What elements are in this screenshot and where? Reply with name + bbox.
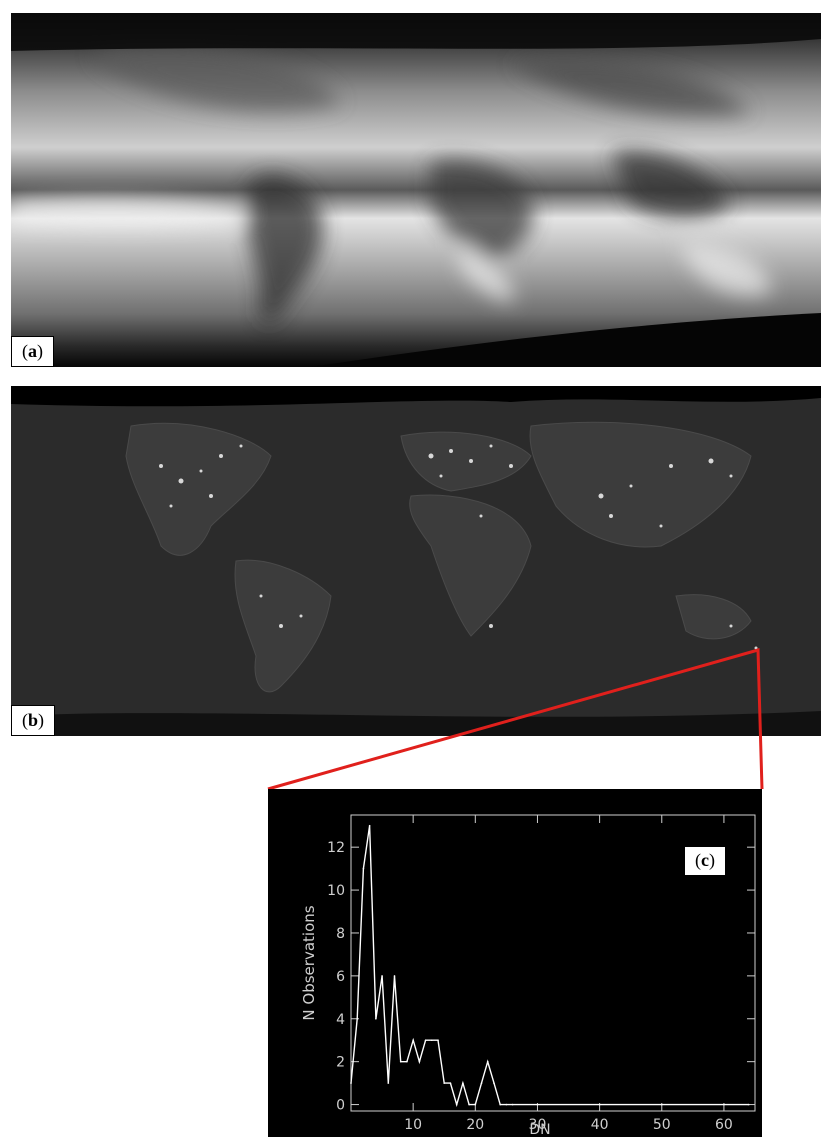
x-tick-label: 40 (591, 1117, 609, 1133)
data-point (462, 1082, 464, 1084)
data-point (375, 1017, 377, 1020)
north-america-landmass (125, 422, 272, 556)
night-lights-map: (b) (11, 386, 821, 736)
data-point (480, 1082, 483, 1084)
y-tick-label: 2 (336, 1055, 345, 1071)
y-tick-label: 8 (336, 926, 345, 942)
data-point (505, 1103, 508, 1106)
series-points (350, 824, 750, 1106)
asia-landmass (529, 421, 752, 548)
histogram-panel: 0 2 4 6 8 10 12 10 20 30 40 50 60 DN N Observations… (268, 789, 762, 1137)
data-point (474, 1103, 477, 1106)
x-ticks: 10 20 30 40 50 60 (404, 815, 733, 1133)
data-point (418, 1060, 421, 1063)
y-ticks: 0 2 4 6 8 10 12 (327, 840, 755, 1114)
data-point (406, 1060, 408, 1063)
panel-c-label: (c) (684, 846, 726, 876)
histogram-chart: 0 2 4 6 8 10 12 10 20 30 40 50 60 DN N Observations (300, 814, 756, 1137)
data-point (536, 1103, 539, 1106)
data-point (493, 1082, 495, 1084)
x-tick-label: 20 (466, 1117, 484, 1133)
data-point (598, 1103, 601, 1106)
data-point (356, 1017, 359, 1020)
data-point (499, 1103, 501, 1106)
y-tick-label: 0 (336, 1098, 345, 1114)
data-point (399, 1060, 402, 1063)
data-point (368, 824, 371, 827)
y-tick-label: 10 (327, 883, 345, 899)
x-tick-label: 50 (653, 1117, 671, 1133)
panel-b-label: (b) (11, 705, 56, 736)
data-point (412, 1039, 414, 1042)
night-lights-map-image (11, 386, 821, 736)
data-point (424, 1039, 427, 1042)
y-tick-label: 4 (336, 1012, 345, 1028)
data-point (437, 1039, 439, 1042)
data-point (468, 1103, 470, 1106)
plot-frame (350, 814, 756, 1112)
data-point (723, 1103, 725, 1106)
data-point (393, 975, 396, 977)
x-axis-label: DN (529, 1122, 550, 1137)
data-point (362, 867, 365, 870)
data-point (350, 1082, 352, 1084)
data-point (443, 1082, 446, 1084)
x-tick-label: 10 (404, 1117, 422, 1133)
y-tick-label: 6 (336, 969, 345, 985)
europe-landmass (400, 431, 532, 492)
data-point (431, 1039, 433, 1042)
data-point (449, 1082, 452, 1084)
y-tick-label: 12 (327, 840, 345, 856)
cloud-cover-map: (a) (11, 13, 821, 367)
africa-landmass (409, 494, 532, 637)
x-tick-label: 60 (715, 1117, 733, 1133)
data-point (660, 1103, 663, 1106)
data-point (511, 1103, 514, 1106)
data-point (486, 1060, 489, 1063)
x-tick-label: 30 (529, 1117, 547, 1133)
cloud-cover-map-image (11, 13, 821, 367)
australia-landmass (675, 594, 752, 640)
series-line (350, 825, 749, 1108)
data-point (387, 1082, 390, 1084)
data-point (455, 1103, 458, 1106)
data-point (747, 1103, 750, 1106)
data-point (381, 975, 383, 977)
panel-a-label: (a) (11, 336, 54, 367)
y-axis-label: N Observations (300, 905, 318, 1020)
